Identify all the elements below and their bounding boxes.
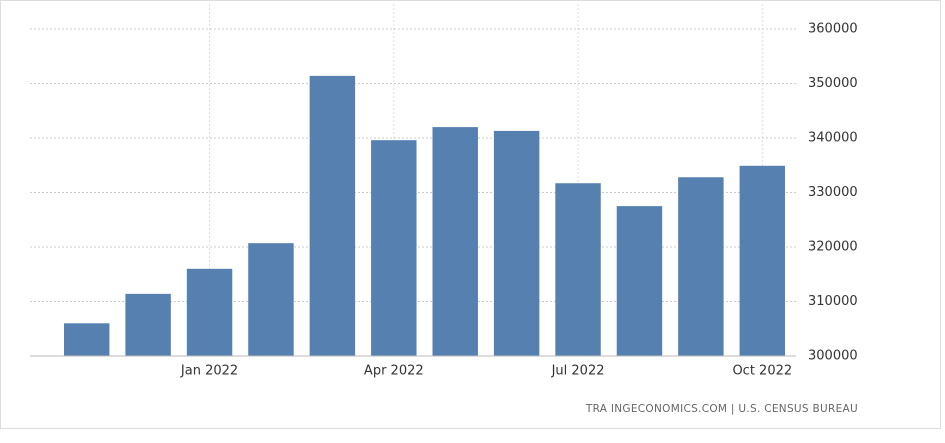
x-tick-label: Oct 2022 <box>732 364 792 379</box>
bar <box>678 177 724 356</box>
y-tick-label: 340000 <box>808 131 858 146</box>
y-tick-label: 310000 <box>808 294 858 309</box>
y-tick-label: 360000 <box>808 22 858 37</box>
bar <box>63 323 110 356</box>
y-tick-label: 300000 <box>808 349 858 364</box>
bar <box>125 293 171 356</box>
bar <box>309 75 356 357</box>
x-tick-label: Jul 2022 <box>551 364 605 379</box>
bar <box>616 206 663 356</box>
bar <box>493 130 540 356</box>
bar <box>555 183 601 356</box>
source-note: TRA INGECONOMICS.COM | U.S. CENSUS BUREA… <box>585 403 858 415</box>
y-tick-label: 320000 <box>808 240 858 255</box>
y-tick-label: 350000 <box>808 76 858 91</box>
x-tick-label: Apr 2022 <box>364 364 424 379</box>
bar <box>739 165 786 356</box>
y-tick-label: 330000 <box>808 185 858 200</box>
x-tick-label: Jan 2022 <box>180 364 238 379</box>
bar <box>432 127 478 356</box>
bar <box>371 140 417 356</box>
bar <box>186 268 233 356</box>
bar <box>248 243 294 356</box>
